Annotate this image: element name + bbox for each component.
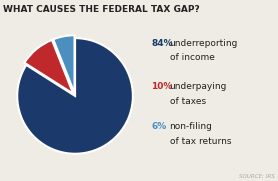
Text: 84%: 84% [152,39,173,48]
Text: underpaying: underpaying [170,82,227,91]
Text: of taxes: of taxes [170,97,206,106]
Text: underreporting: underreporting [170,39,238,48]
Wedge shape [17,38,133,154]
Wedge shape [53,35,75,93]
Text: WHAT CAUSES THE FEDERAL TAX GAP?: WHAT CAUSES THE FEDERAL TAX GAP? [3,5,200,14]
Text: 10%: 10% [152,82,173,91]
Text: SOURCE: IRS: SOURCE: IRS [239,174,275,179]
Wedge shape [24,40,73,94]
Text: of income: of income [170,53,214,62]
Text: non-filing: non-filing [170,122,212,131]
Text: 6%: 6% [152,122,167,131]
Text: of tax returns: of tax returns [170,137,231,146]
